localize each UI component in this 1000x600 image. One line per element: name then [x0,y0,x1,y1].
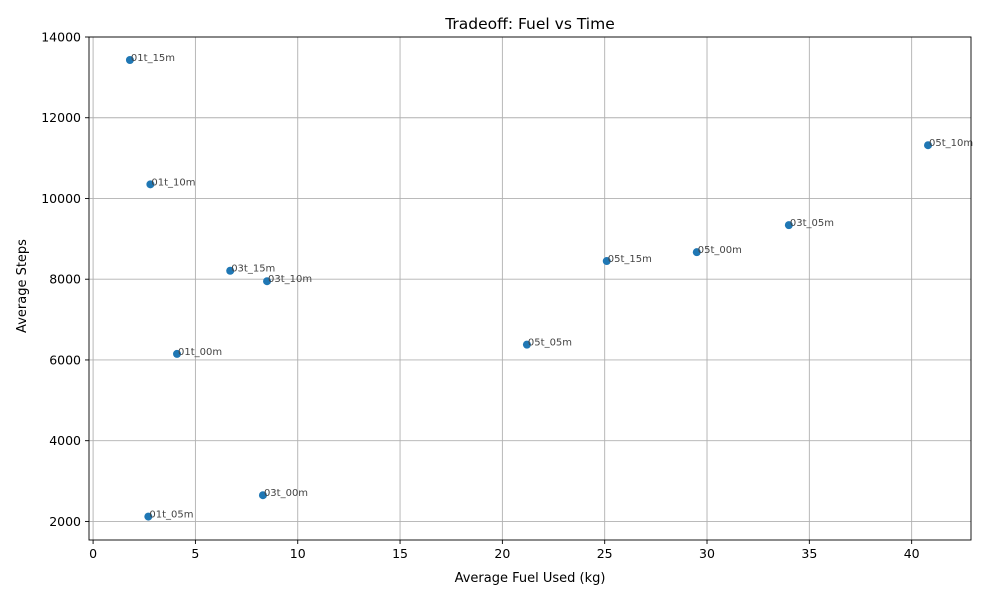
data-point [144,512,153,521]
point-label: 03t_05m [790,218,834,229]
point-label: 05t_00m [698,245,742,256]
point-label: 05t_05m [528,338,572,349]
x-axis-label: Average Fuel Used (kg) [455,571,606,586]
data-point [172,349,181,358]
data-point [784,221,793,230]
y-tick-label: 8000 [49,272,81,287]
plot-frame [88,36,972,541]
x-tick-label: 20 [494,546,510,561]
x-tick-label: 10 [290,546,306,561]
x-tick-label: 40 [904,546,920,561]
point-label: 01t_05m [149,510,193,521]
data-point [602,257,611,266]
x-axis-ticks: 0 5 10 15 20 25 30 35 40 [89,540,920,561]
data-point [125,56,134,65]
y-tick-label: 10000 [41,191,81,206]
point-labels: 01t_15m 05t_10m 01t_10m 03t_05m 05t_00m 05t_1… [131,53,973,521]
point-label: 05t_10m [929,138,973,149]
point-label: 03t_10m [268,274,312,285]
y-tick-label: 14000 [41,30,81,45]
point-label: 01t_10m [151,177,195,188]
data-point [263,277,272,286]
y-tick-label: 12000 [41,110,81,125]
data-point [146,180,155,189]
data-point [226,266,235,275]
data-point [692,248,701,257]
x-tick-label: 0 [89,546,97,561]
x-tick-label: 5 [191,546,199,561]
y-tick-label: 6000 [49,352,81,367]
x-tick-label: 25 [597,546,613,561]
point-label: 01t_00m [178,347,222,358]
point-label: 03t_00m [264,488,308,499]
data-point [924,141,933,150]
x-tick-label: 30 [699,546,715,561]
y-axis-label: Average Steps [15,239,30,333]
y-tick-label: 4000 [49,433,81,448]
point-label: 05t_15m [608,254,652,265]
chart-title: Tradeoff: Fuel vs Time [444,15,615,33]
data-point [258,491,267,500]
x-tick-label: 35 [801,546,817,561]
data-points [125,56,933,521]
x-tick-label: 15 [392,546,408,561]
data-point [522,340,531,349]
grid [89,36,971,540]
y-axis-ticks: 2000 4000 6000 8000 10000 12000 14000 [41,30,89,529]
point-label: 01t_15m [131,53,175,64]
y-tick-label: 2000 [49,514,81,529]
point-label: 03t_15m [231,264,275,275]
